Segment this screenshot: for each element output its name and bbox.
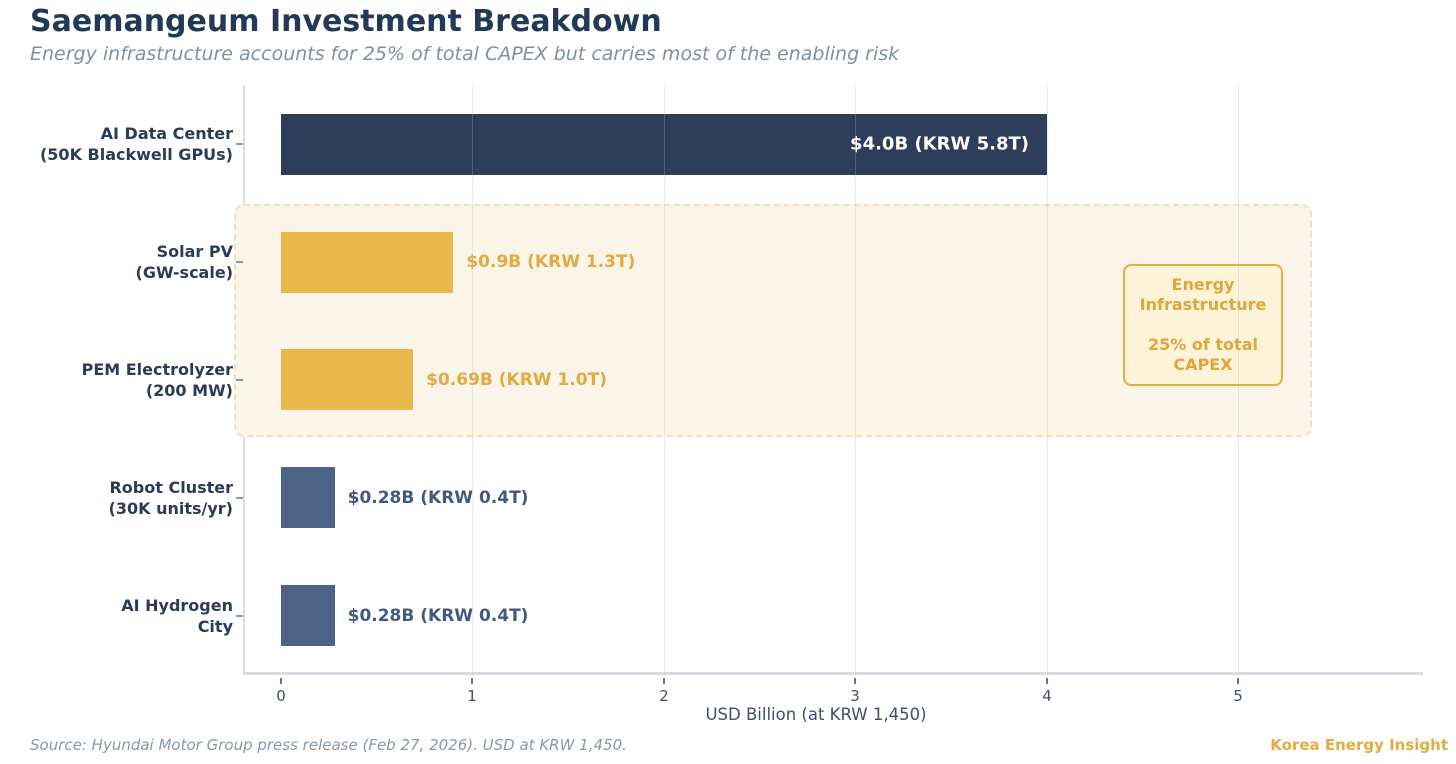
x-axis-tick-label: 3 [850,687,860,705]
x-axis-tick [854,678,856,684]
x-axis-tick-label: 2 [659,687,669,705]
footer-source-note: Source: Hyundai Motor Group press releas… [30,736,627,754]
bar-robot-cluster [281,467,335,528]
y-axis-label: AI Data Center (50K Blackwell GPUs) [3,123,233,165]
bar-value-label: $4.0B (KRW 5.8T) [850,133,1029,155]
annotation-spacer [1131,315,1275,335]
bar-ai-hydrogen-city [281,585,335,646]
y-axis-label: AI Hydrogen City [3,595,233,637]
y-axis-label: Solar PV (GW-scale) [3,241,233,283]
x-axis-tick-label: 4 [1042,687,1052,705]
annotation-value: 25% of total CAPEX [1148,335,1258,374]
y-axis-label: PEM Electrolyzer (200 MW) [3,359,233,401]
chart-subtitle: Energy infrastructure accounts for 25% o… [30,43,900,65]
x-axis-tick-label: 5 [1233,687,1243,705]
annotation-title: Energy Infrastructure [1139,275,1267,314]
x-axis-tick [1237,678,1239,684]
bar-value-label: $0.28B (KRW 0.4T) [347,606,529,626]
x-axis-tick [663,678,665,684]
y-axis-tick [236,497,243,499]
y-axis-label-line: (200 MW) [145,381,233,400]
bar-value-label: $0.69B (KRW 1.0T) [426,370,607,390]
x-axis-tick-label: 1 [467,687,477,705]
bar-solar-pv [281,232,454,293]
annotation-box: Energy Infrastructure 25% of total CAPEX [1123,264,1283,386]
y-axis-label-line: (50K Blackwell GPUs) [39,145,233,164]
x-axis-tick-label: 0 [276,687,286,705]
y-axis-label-line: City [197,617,233,636]
y-axis-label-line: (30K units/yr) [108,499,233,518]
chart-title: Saemangeum Investment Breakdown [30,4,662,39]
y-axis-label-line: Robot Cluster [109,478,233,497]
x-axis-tick [280,678,282,684]
y-axis-tick [236,143,243,145]
x-axis-tick [1046,678,1048,684]
y-axis-label-line: PEM Electrolyzer [81,360,233,379]
y-axis-tick [236,615,243,617]
x-axis-title: USD Billion (at KRW 1,450) [705,705,927,724]
x-axis-tick [471,678,473,684]
bar-pem-electrolyzer [281,349,414,410]
y-axis-tick [236,261,243,263]
y-axis-label-line: AI Hydrogen [121,596,233,615]
y-axis-label-line: AI Data Center [100,124,233,143]
y-axis-label-line: Solar PV [156,242,233,261]
y-axis-label: Robot Cluster (30K units/yr) [3,477,233,519]
y-axis-tick [236,379,243,381]
bar-value-label: $0.9B (KRW 1.3T) [466,252,636,272]
bar-value-label: $0.28B (KRW 0.4T) [347,488,529,508]
bar-ai-data-center [281,114,1047,175]
footer-brand-label: Korea Energy Insight [1270,736,1448,754]
y-axis-label-line: (GW-scale) [135,263,233,282]
